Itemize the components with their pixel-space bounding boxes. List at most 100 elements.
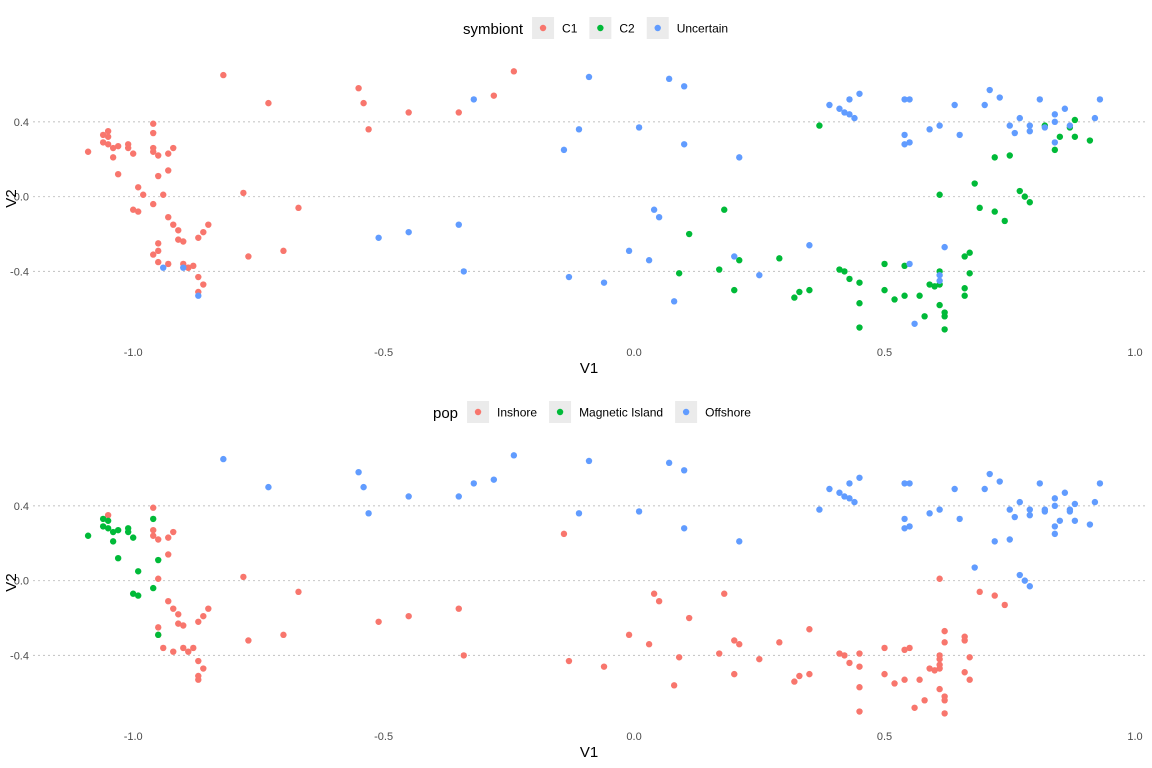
data-point (150, 200, 157, 208)
data-point (856, 90, 863, 97)
data-point (736, 154, 743, 161)
data-point (1006, 506, 1013, 513)
data-point (956, 131, 963, 139)
data-point (170, 528, 177, 536)
data-point (846, 659, 853, 667)
data-point (776, 639, 783, 646)
data-point (655, 213, 663, 221)
data-point (170, 221, 177, 228)
series-c1 (84, 68, 518, 296)
data-point (1071, 116, 1079, 124)
data-point (405, 612, 412, 620)
data-point (1051, 495, 1059, 502)
data-point (560, 146, 568, 154)
data-point (976, 204, 983, 212)
data-point (585, 457, 593, 465)
data-point (190, 644, 197, 652)
legend-marker (654, 24, 661, 32)
data-point (104, 525, 112, 532)
data-point (936, 191, 943, 198)
data-point (1036, 480, 1044, 487)
data-point (155, 240, 162, 247)
data-point (826, 101, 833, 109)
data-point (375, 234, 382, 241)
data-point (906, 644, 913, 652)
data-point (906, 523, 913, 530)
data-point (1051, 111, 1059, 118)
data-point (891, 680, 898, 687)
data-point (114, 142, 122, 150)
data-point (155, 172, 162, 180)
data-point (806, 626, 813, 633)
data-point (650, 206, 658, 213)
data-point (129, 534, 137, 541)
data-point (981, 101, 988, 109)
data-point (846, 111, 853, 118)
legend-marker (474, 408, 482, 416)
symbiont-scatter-panel: 0.4 0.0 -0.4 -1.0 -0.5 0.0 0.5 1.0 V1 V2 symbiont C… (3, 17, 1145, 377)
data-point (375, 618, 382, 625)
data-point (104, 127, 112, 135)
data-point (565, 273, 573, 281)
data-point (856, 300, 863, 307)
data-point (645, 641, 653, 648)
x-axis-title: V1 (580, 360, 598, 377)
data-point (846, 275, 853, 283)
data-point (150, 584, 157, 592)
data-point (731, 286, 738, 294)
data-point (736, 641, 743, 648)
data-point (806, 242, 813, 249)
data-point (150, 515, 157, 523)
data-point (150, 526, 157, 534)
data-point (936, 655, 943, 663)
data-point (104, 133, 112, 140)
data-point (680, 525, 688, 532)
data-point (856, 708, 863, 715)
data-point (455, 109, 462, 116)
data-point (881, 644, 888, 652)
data-point (1041, 506, 1049, 513)
data-point (836, 489, 843, 496)
y-tick-label: 0.4 (14, 501, 29, 513)
data-point (906, 139, 913, 146)
data-point (1026, 583, 1033, 590)
data-point (856, 684, 863, 691)
legend: pop Inshore Magnetic Island Offshore (433, 401, 751, 423)
data-point (195, 618, 202, 625)
legend-title: pop (433, 405, 458, 422)
data-point (240, 573, 247, 581)
data-point (635, 508, 643, 515)
data-point (670, 298, 678, 305)
data-point (906, 96, 913, 103)
data-point (175, 611, 182, 618)
data-point (961, 637, 968, 644)
data-point (104, 517, 112, 524)
data-point (109, 538, 117, 545)
data-point (129, 590, 137, 597)
data-point (1051, 530, 1059, 538)
data-point (155, 624, 162, 631)
data-point (150, 148, 157, 155)
data-point (936, 665, 943, 672)
data-point (1086, 521, 1094, 528)
legend-marker (539, 24, 547, 32)
data-point (991, 538, 998, 545)
data-point (1016, 498, 1023, 506)
x-tick-label: 0.5 (877, 731, 892, 743)
data-point (355, 468, 362, 476)
data-point (936, 301, 943, 309)
data-point (405, 493, 412, 500)
data-point (921, 313, 928, 320)
data-point (150, 532, 157, 539)
data-point (901, 131, 908, 139)
data-point (129, 150, 137, 157)
data-point (926, 126, 933, 133)
data-point (150, 129, 157, 137)
data-point (716, 650, 723, 657)
data-point (165, 551, 172, 558)
series-uncertain (160, 73, 1104, 327)
data-point (185, 264, 192, 271)
data-point (200, 228, 207, 236)
data-point (114, 554, 122, 562)
pop-scatter-panel: 0.4 0.0 -0.4 -1.0 -0.5 0.0 0.5 1.0 V1 V2 pop Inshor… (3, 401, 1145, 761)
